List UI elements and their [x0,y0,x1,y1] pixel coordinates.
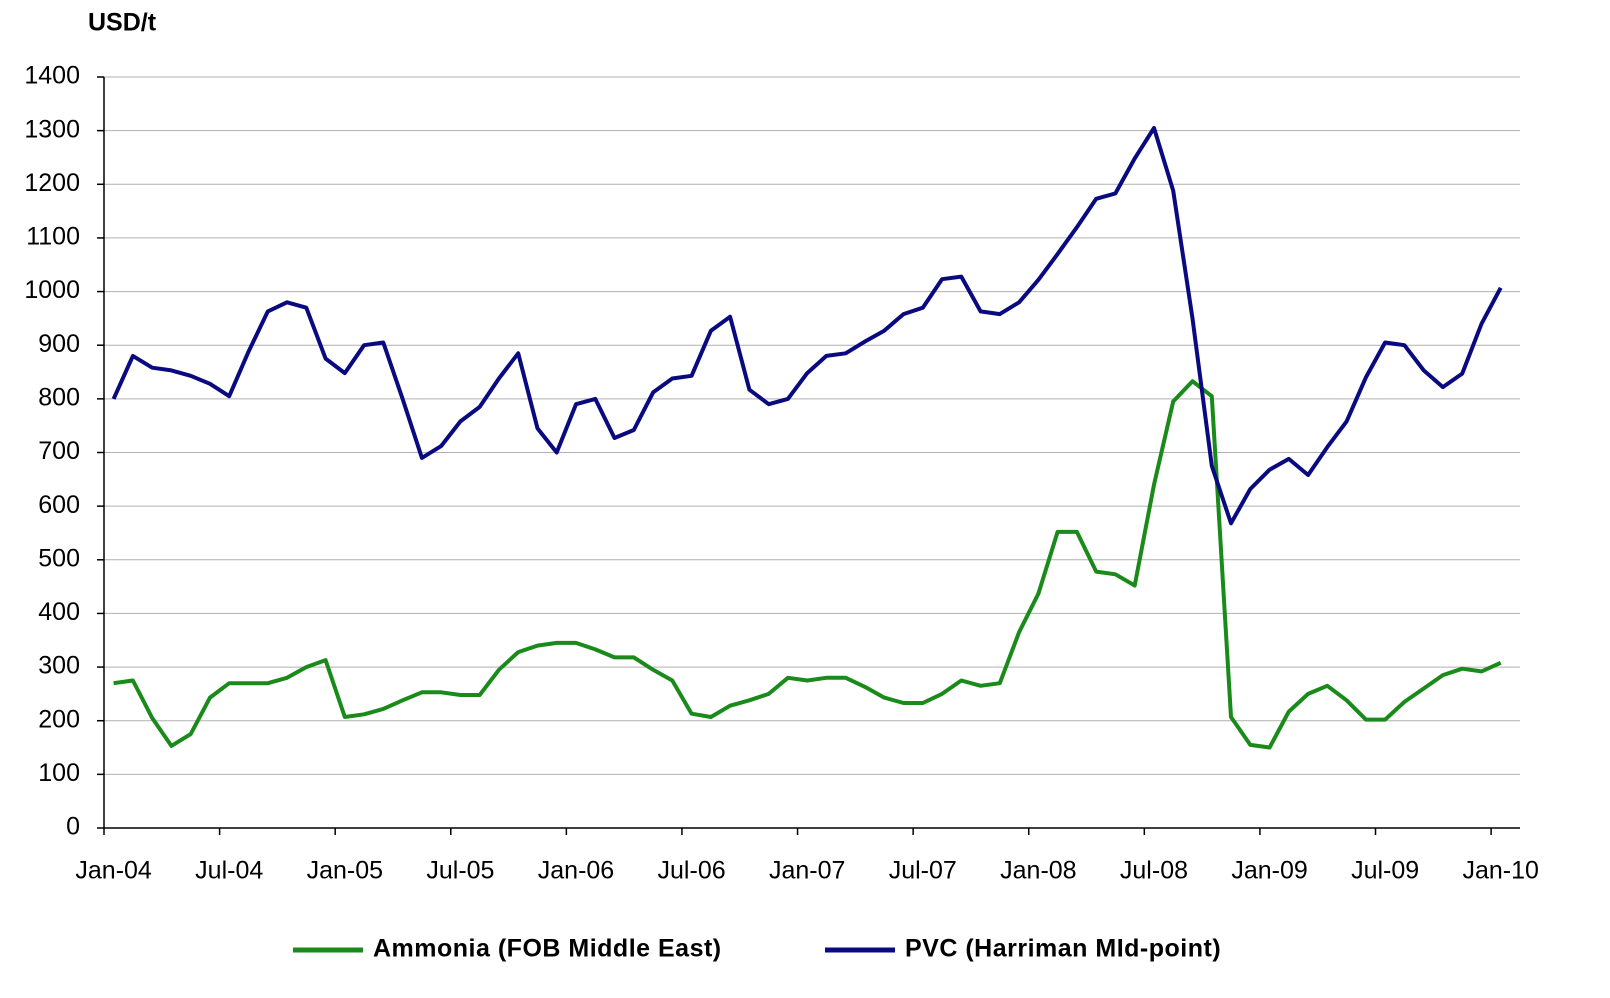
x-tick-label: Jul-08 [1120,857,1188,885]
x-tick-label: Jul-05 [426,857,494,885]
y-tick-label: 200 [38,705,80,733]
x-tick-label: Jan-09 [1231,857,1307,885]
y-tick-label: 700 [38,437,80,465]
x-tick-label: Jan-07 [769,857,845,885]
x-tick-label: Jul-07 [889,857,957,885]
x-tick-label: Jan-10 [1463,857,1539,885]
x-tick-label: Jul-04 [195,857,263,885]
x-tick-label: Jul-06 [658,857,726,885]
y-tick-label: 900 [38,330,80,358]
x-tick-label: Jan-06 [538,857,614,885]
x-tick-label: Jan-05 [307,857,383,885]
legend-label: Ammonia (FOB Middle East) [373,935,722,963]
y-tick-label: 500 [38,544,80,572]
legend-label: PVC (Harriman MId-point) [905,935,1221,963]
series-line [111,126,1503,526]
y-tick-label: 600 [38,491,80,519]
x-tick-label: Jul-09 [1351,857,1419,885]
x-tick-label: Jan-04 [75,857,152,885]
y-tick-label: 100 [38,759,80,787]
y-tick-label: 400 [38,598,80,626]
x-tick-label: Jan-08 [1000,857,1076,885]
y-tick-label: 1000 [24,276,80,304]
y-tick-label: 1300 [24,115,80,143]
y-tick-label: 1100 [26,223,80,251]
series-line [113,379,1502,750]
y-tick-label: 800 [38,383,80,411]
y-tick-label: 1400 [24,62,80,90]
y-tick-label: 0 [66,813,80,841]
y-tick-label: 1200 [24,169,80,197]
y-tick-label: 300 [38,652,80,680]
y-axis-label: USD/t [88,9,157,37]
